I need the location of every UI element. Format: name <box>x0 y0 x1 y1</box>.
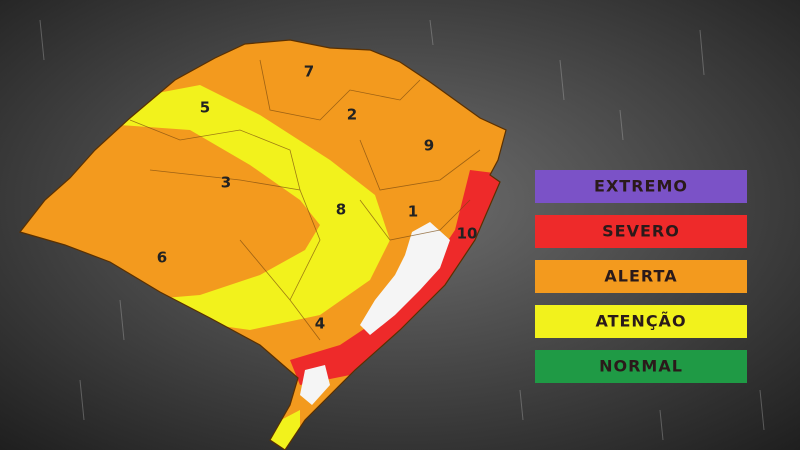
legend-swatch <box>535 215 747 248</box>
region-label: 1 <box>408 203 418 221</box>
region-label: 10 <box>457 225 478 243</box>
region-label: 5 <box>200 99 210 117</box>
region-borders <box>129 59 481 341</box>
legend-label: SEVERO <box>602 222 680 241</box>
lagoon-south <box>300 365 330 405</box>
lagoon <box>360 222 450 335</box>
attention-south <box>262 410 300 450</box>
region-label: 8 <box>336 201 346 219</box>
legend: EXTREMO SEVERO ALERTA ATENÇÃO NORMAL <box>535 170 747 383</box>
attention-area <box>120 85 390 330</box>
legend-swatch <box>535 170 747 203</box>
legend-label: EXTREMO <box>594 177 688 196</box>
region-label: 7 <box>304 63 314 81</box>
region-label: 6 <box>157 249 167 267</box>
severe-area <box>290 170 506 385</box>
rain <box>39 19 765 441</box>
region-label: 3 <box>221 174 231 192</box>
region-label: 9 <box>424 137 434 155</box>
legend-label: ATENÇÃO <box>595 312 686 331</box>
legend-swatch <box>535 305 747 338</box>
legend-label: ALERTA <box>604 267 677 286</box>
region-label: 2 <box>347 106 357 124</box>
region-label: 4 <box>315 315 325 333</box>
legend-label: NORMAL <box>599 357 683 376</box>
legend-swatch <box>535 350 747 383</box>
legend-swatch <box>535 260 747 293</box>
